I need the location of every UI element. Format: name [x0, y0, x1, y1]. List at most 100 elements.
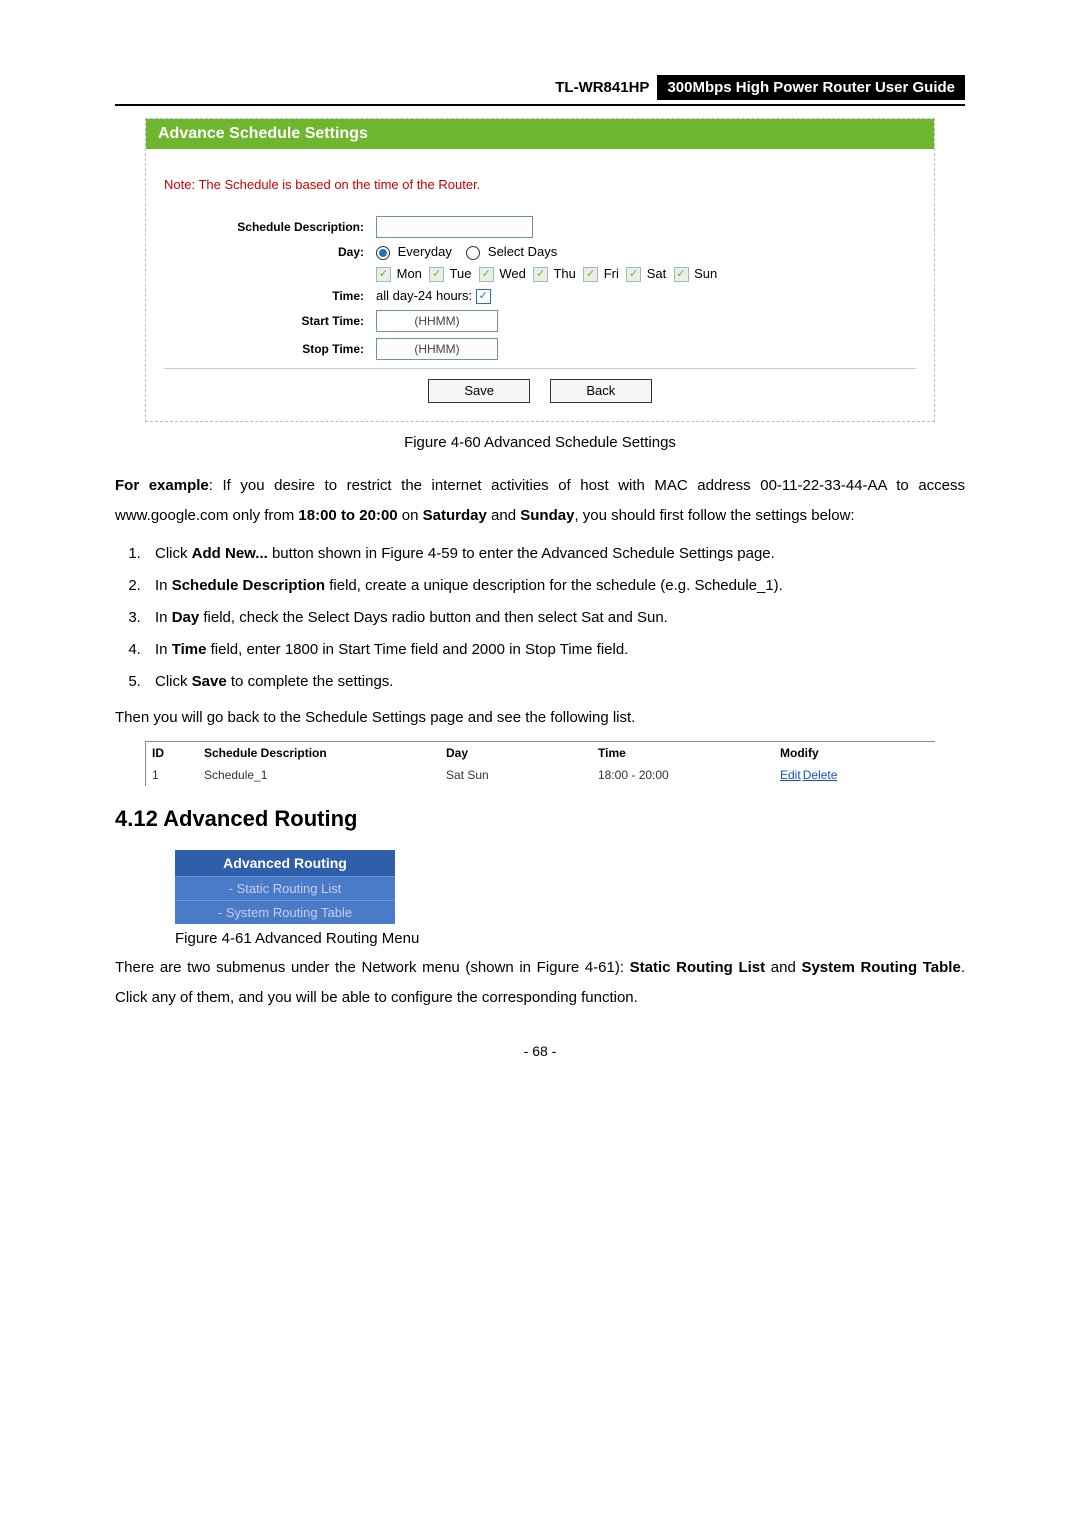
step-3: In Day field, check the Select Days radi… [145, 603, 965, 633]
step-1: Click Add New... button shown in Figure … [145, 539, 965, 569]
radio-select-days-label: Select Days [488, 244, 557, 259]
hdr-modify: Modify [774, 742, 935, 764]
s3b: Day [172, 609, 200, 626]
chk-fri[interactable]: ✓ [583, 267, 598, 282]
guide-label: 300Mbps High Power Router User Guide [657, 75, 965, 100]
then-line: Then you will go back to the Schedule Se… [115, 703, 965, 733]
schedule-list-table: ID Schedule Description Day Time Modify … [145, 741, 935, 786]
note-text: Note: The Schedule is based on the time … [164, 177, 916, 192]
radio-everyday[interactable] [376, 246, 390, 260]
step-5: Click Save to complete the settings. [145, 667, 965, 697]
s1b: Add New... [192, 545, 268, 562]
ex-t4: , you should first follow the settings b… [574, 507, 854, 524]
table-header-row: ID Schedule Description Day Time Modify [146, 742, 935, 764]
label-schedule-description: Schedule Description: [164, 220, 376, 234]
chk-tue[interactable]: ✓ [429, 267, 444, 282]
edit-link[interactable]: Edit [780, 768, 801, 782]
rp-c: and [765, 959, 801, 976]
chk-thu[interactable]: ✓ [533, 267, 548, 282]
header-rule [115, 104, 965, 106]
cell-time: 18:00 - 20:00 [592, 764, 774, 786]
menu-item2-label: System Routing Table [226, 905, 352, 920]
lbl-mon: Mon [397, 266, 422, 281]
row-start-time: Start Time: (HHMM) [164, 310, 916, 332]
rp-d: System Routing Table [801, 959, 960, 976]
page-number: - 68 - [115, 1043, 965, 1059]
s5b: Save [192, 673, 227, 690]
ex-t3: and [487, 507, 520, 524]
s1c: button shown in Figure 4-59 to enter the… [268, 545, 775, 562]
lbl-fri: Fri [604, 266, 619, 281]
ex-t2: on [398, 507, 423, 524]
menu-item1-label: Static Routing List [237, 881, 342, 896]
allday-label: all day-24 hours: [376, 288, 472, 303]
lbl-thu: Thu [553, 266, 575, 281]
day-options: Everyday Select Days [376, 244, 557, 260]
step-4: In Time field, enter 1800 in Start Time … [145, 635, 965, 665]
chk-allday[interactable]: ✓ [476, 289, 491, 304]
s4a: In [155, 641, 172, 658]
s2c: field, create a unique description for t… [325, 577, 783, 594]
s5c: to complete the settings. [227, 673, 394, 690]
lbl-sun: Sun [694, 266, 717, 281]
hdr-time: Time [592, 742, 774, 764]
button-bar: Save Back [164, 368, 916, 407]
stop-time-input[interactable]: (HHMM) [376, 338, 498, 360]
radio-everyday-label: Everyday [398, 244, 452, 259]
routing-paragraph: There are two submenus under the Network… [115, 953, 965, 1013]
label-start-time: Start Time: [164, 314, 376, 328]
radio-select-days[interactable] [466, 246, 480, 260]
time-allday: all day-24 hours: ✓ [376, 288, 493, 304]
start-time-input[interactable]: (HHMM) [376, 310, 498, 332]
cell-id: 1 [146, 764, 198, 786]
chk-sat[interactable]: ✓ [626, 267, 641, 282]
panel-body: Note: The Schedule is based on the time … [146, 149, 934, 421]
menu-item-system-routing-table[interactable]: - System Routing Table [175, 900, 395, 924]
label-time: Time: [164, 289, 376, 303]
menu-item-static-routing[interactable]: - Static Routing List [175, 876, 395, 900]
example-bold: For example [115, 477, 209, 494]
s2b: Schedule Description [172, 577, 325, 594]
s2a: In [155, 577, 172, 594]
cell-desc: Schedule_1 [198, 764, 440, 786]
hdr-id: ID [146, 742, 198, 764]
chk-mon[interactable]: ✓ [376, 267, 391, 282]
cell-modify: EditDelete [774, 764, 935, 786]
cell-day: Sat Sun [440, 764, 592, 786]
s4c: field, enter 1800 in Start Time field an… [206, 641, 628, 658]
model-label: TL-WR841HP [547, 75, 657, 100]
hdr-day: Day [440, 742, 592, 764]
row-day-checkboxes: ✓ Mon ✓ Tue ✓ Wed ✓ Thu ✓ Fri ✓ Sat ✓ Su… [164, 266, 916, 282]
row-stop-time: Stop Time: (HHMM) [164, 338, 916, 360]
page-container: TL-WR841HP300Mbps High Power Router User… [0, 0, 1080, 1099]
doc-header: TL-WR841HP300Mbps High Power Router User… [115, 75, 965, 100]
s3a: In [155, 609, 172, 626]
ex-b2: 18:00 to 20:00 [298, 507, 397, 524]
delete-link[interactable]: Delete [803, 768, 838, 782]
step-2: In Schedule Description field, create a … [145, 571, 965, 601]
ex-b3: Saturday [423, 507, 487, 524]
schedule-settings-panel: Advance Schedule Settings Note: The Sche… [145, 118, 935, 422]
rp-a: There are two submenus under the Network… [115, 959, 630, 976]
panel-title: Advance Schedule Settings [146, 119, 934, 149]
label-day: Day: [164, 245, 376, 259]
menu-head: Advanced Routing [175, 850, 395, 876]
back-button[interactable]: Back [550, 379, 652, 403]
example-paragraph: For example: If you desire to restrict t… [115, 471, 965, 531]
row-time: Time: all day-24 hours: ✓ [164, 288, 916, 304]
lbl-tue: Tue [450, 266, 472, 281]
schedule-description-input[interactable] [376, 216, 533, 238]
save-button[interactable]: Save [428, 379, 530, 403]
hdr-desc: Schedule Description [198, 742, 440, 764]
steps-list: Click Add New... button shown in Figure … [115, 539, 965, 697]
s4b: Time [172, 641, 207, 658]
lbl-sat: Sat [647, 266, 667, 281]
s5a: Click [155, 673, 192, 690]
table-row: 1 Schedule_1 Sat Sun 18:00 - 20:00 EditD… [146, 764, 935, 786]
row-day: Day: Everyday Select Days [164, 244, 916, 260]
label-stop-time: Stop Time: [164, 342, 376, 356]
chk-wed[interactable]: ✓ [479, 267, 494, 282]
chk-sun[interactable]: ✓ [674, 267, 689, 282]
figure-61-caption: Figure 4-61 Advanced Routing Menu [175, 930, 965, 947]
lbl-wed: Wed [499, 266, 526, 281]
